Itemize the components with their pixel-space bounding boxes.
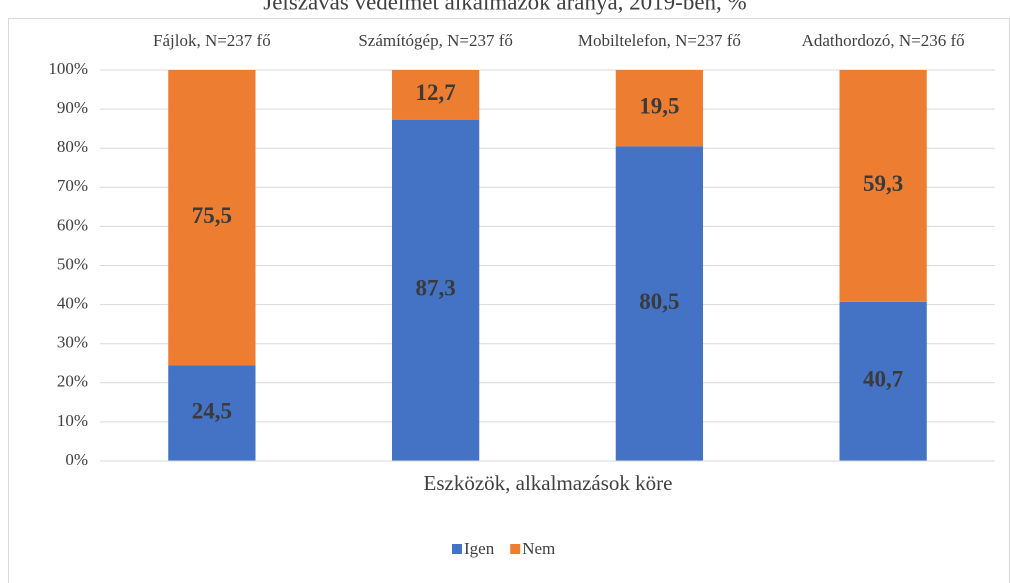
data-label: 75,5	[192, 203, 232, 228]
legend-label: Igen	[464, 539, 495, 558]
data-label: 19,5	[639, 93, 679, 118]
legend-swatch	[452, 544, 462, 554]
y-tick-label: 70%	[57, 176, 88, 195]
chart-title: Jelszavas védelmet alkalmazók aránya, 20…	[263, 0, 746, 14]
y-tick-label: 10%	[57, 411, 88, 430]
data-label: 59,3	[863, 171, 903, 196]
bar-segment	[615, 70, 704, 147]
y-tick-label: 60%	[57, 215, 88, 234]
bar-segment	[391, 119, 480, 462]
category-label: Számítógép, N=237 fő	[358, 31, 513, 50]
legend-swatch	[510, 544, 521, 554]
y-tick-label: 50%	[57, 254, 88, 273]
category-label: Mobiltelefon, N=237 fő	[578, 31, 741, 50]
y-tick-label: 80%	[57, 137, 88, 156]
data-label: 12,7	[416, 80, 456, 105]
bar-segment	[168, 70, 256, 366]
data-label: 87,3	[416, 276, 456, 301]
data-label: 24,5	[192, 398, 232, 423]
data-label: 80,5	[639, 289, 679, 314]
bar-segment	[839, 301, 927, 461]
category-label: Adathordozó, N=236 fő	[802, 31, 965, 50]
bar-segment	[391, 70, 480, 120]
y-tick-label: 100%	[48, 59, 88, 78]
bar-segment	[168, 365, 256, 461]
bar-segment	[615, 146, 704, 461]
legend-label: Nem	[522, 539, 555, 558]
y-tick-label: 30%	[57, 333, 88, 352]
y-tick-label: 40%	[57, 294, 88, 313]
y-tick-label: 0%	[65, 450, 88, 469]
category-label: Fájlok, N=237 fő	[153, 31, 271, 50]
data-label: 40,7	[863, 367, 903, 392]
y-tick-label: 90%	[57, 98, 88, 117]
y-tick-label: 20%	[57, 372, 88, 391]
bar-segment	[839, 70, 927, 302]
x-axis-label: Eszközök, alkalmazások köre	[424, 471, 673, 495]
